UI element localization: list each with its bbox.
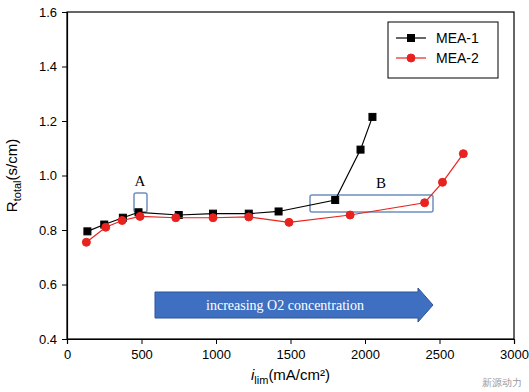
x-axis-label: ilim(mA/cm²) xyxy=(251,366,330,386)
x-tick-mark xyxy=(142,339,143,344)
data-point xyxy=(172,214,180,222)
series-line xyxy=(86,154,463,243)
data-point xyxy=(438,178,446,186)
data-point xyxy=(459,150,467,158)
y-tick: 1.2 xyxy=(39,114,67,129)
legend-marker xyxy=(408,35,415,42)
legend-label: MEA-2 xyxy=(436,50,479,66)
x-tick-label: 1000 xyxy=(202,347,231,362)
x-tick-label: 500 xyxy=(131,347,153,362)
x-tick-label: 0 xyxy=(64,347,71,362)
y-tick: 1.6 xyxy=(39,5,67,20)
y-tick-label: 1.6 xyxy=(39,5,57,20)
x-tick: 0 xyxy=(64,339,71,362)
annotation: B xyxy=(376,175,386,191)
y-axis-label: Rtotal(s/cm) xyxy=(3,139,23,212)
y-tick: 1.4 xyxy=(39,59,67,74)
x-axis: 0 500 1000 1500 2000 2500 3000 xyxy=(64,339,529,362)
y-tick: 0.8 xyxy=(39,223,67,238)
x-tick-label: 1500 xyxy=(277,347,306,362)
y-tick: 1.0 xyxy=(39,168,67,183)
data-point xyxy=(209,214,217,222)
data-point xyxy=(102,223,110,231)
annotation: increasing O2 concentration xyxy=(206,298,364,313)
arrow xyxy=(155,288,433,322)
data-point xyxy=(421,199,429,207)
axis-line xyxy=(62,13,68,340)
y-tick-mark xyxy=(62,339,67,340)
y-tick-mark xyxy=(62,67,67,68)
y-tick-label: 0.6 xyxy=(39,277,57,292)
legend-marker xyxy=(407,54,415,62)
data-point xyxy=(118,216,126,224)
y-tick: 0.6 xyxy=(39,277,67,292)
y-tick-label: 0.4 xyxy=(39,332,57,347)
y-tick: 0.4 xyxy=(39,332,67,347)
series-line xyxy=(87,117,372,231)
x-tick-mark xyxy=(440,339,441,344)
legend-box xyxy=(388,22,498,78)
y-tick-mark xyxy=(62,230,67,231)
y-tick-mark xyxy=(62,12,67,13)
x-tick: 2000 xyxy=(351,339,380,362)
annotations: A Bincreasing O2 concentration 新源动力 xyxy=(134,173,522,388)
x-tick: 500 xyxy=(131,339,153,362)
y-tick-label: 0.8 xyxy=(39,223,57,238)
x-tick: 2500 xyxy=(426,339,455,362)
x-tick-label: 2000 xyxy=(351,347,380,362)
annotation: A xyxy=(135,173,146,189)
plot-area xyxy=(82,113,467,246)
x-tick: 1500 xyxy=(277,339,306,362)
x-tick-mark xyxy=(365,339,366,344)
data-point xyxy=(285,218,293,226)
data-point xyxy=(245,213,253,221)
y-axis: 0.4 0.6 0.8 1.0 1.2 1.4 1.6 xyxy=(39,5,68,347)
x-tick-label: 3000 xyxy=(500,347,529,362)
data-point xyxy=(332,197,339,204)
x-tick-mark xyxy=(291,339,292,344)
axis-line xyxy=(68,340,515,345)
data-point xyxy=(84,228,91,235)
plot-frame xyxy=(67,12,514,339)
y-tick-mark xyxy=(62,285,67,286)
x-tick: 3000 xyxy=(500,339,529,362)
y-tick-mark xyxy=(62,176,67,177)
y-tick-label: 1.2 xyxy=(39,114,57,129)
data-point xyxy=(357,146,364,153)
legend-label: MEA-1 xyxy=(436,30,479,46)
x-tick-mark xyxy=(216,339,217,344)
annotation: 新源动力 xyxy=(482,377,522,388)
data-point xyxy=(82,238,90,246)
data-point xyxy=(136,212,144,220)
y-tick-label: 1.4 xyxy=(39,59,57,74)
chart: 0 500 1000 1500 2000 2500 3000 0.4 0.6 0.8 1.0 1.2 1… xyxy=(0,0,529,392)
highlight-box xyxy=(310,195,433,212)
y-tick-mark xyxy=(62,121,67,122)
legend: MEA-1 MEA-2 xyxy=(388,22,498,78)
data-point xyxy=(346,211,354,219)
x-tick: 1000 xyxy=(202,339,231,362)
x-tick-mark xyxy=(514,339,515,344)
y-tick-label: 1.0 xyxy=(39,168,57,183)
data-point xyxy=(275,208,282,215)
x-tick-label: 2500 xyxy=(426,347,455,362)
data-point xyxy=(369,113,376,120)
